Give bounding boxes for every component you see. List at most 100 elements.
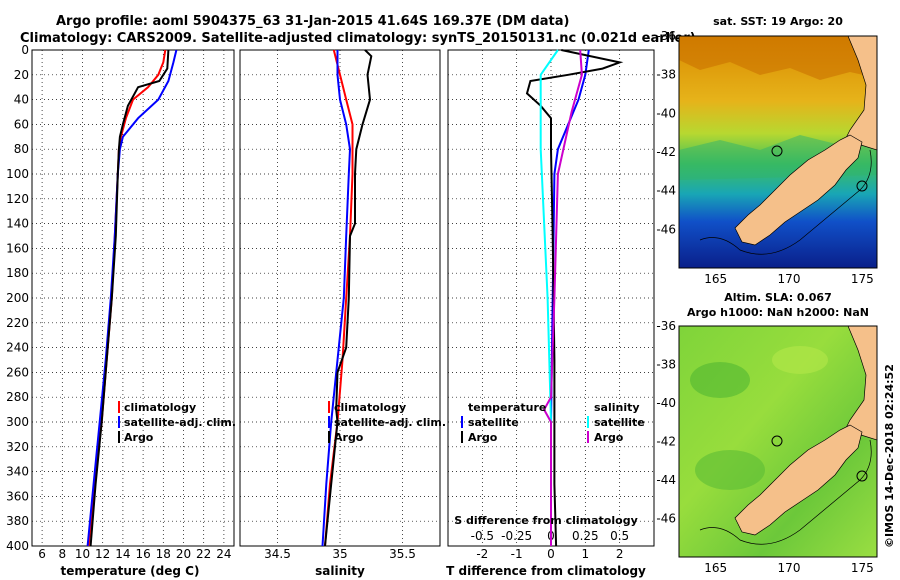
lat-tick-label: -36	[656, 319, 676, 333]
sla-high-patch	[772, 346, 828, 374]
sla-map-subtitle: Argo h1000: NaN h2000: NaN	[687, 306, 869, 319]
legend-s-argo-label: Argo	[594, 431, 624, 444]
lat-tick-label: -44	[656, 184, 676, 198]
s-tick-label: -0.25	[501, 529, 532, 543]
north-island-land	[844, 326, 877, 441]
series-argo	[324, 49, 373, 547]
s-difference-tick-labels: -0.5 -0.25 0 0.25 0.5	[471, 529, 630, 543]
lon-tick-label: 165	[704, 561, 727, 575]
depth-tick-label: 140	[6, 217, 29, 231]
lat-tick-label: -38	[656, 358, 676, 372]
s-difference-axis-label: S difference from climatology	[454, 514, 638, 527]
legend-argo-label: Argo	[124, 431, 154, 444]
bathymetry-contour	[699, 439, 872, 545]
depth-tick-label: 120	[6, 192, 29, 206]
argo-position-marker	[771, 145, 783, 157]
sla-map-panel: Altim. SLA: 0.067 Argo h1000: NaN h2000:…	[656, 291, 878, 575]
depth-tick-label: 240	[6, 341, 29, 355]
salinity-series	[321, 49, 373, 547]
salinity-legend: climatology satellite-adj. clim. Argo	[328, 401, 446, 444]
x-tick-label: 16	[135, 547, 150, 561]
lon-tick-label: 170	[778, 561, 801, 575]
sla-low-patch	[690, 362, 750, 398]
legend-s-satellite-label: satellite	[594, 416, 645, 429]
t-difference-axis-label: T difference from climatology	[446, 564, 646, 578]
legend-climatology-label: climatology	[124, 401, 196, 414]
legend-argo-label: Argo	[334, 431, 364, 444]
legend-t-satellite-label: satellite	[468, 416, 519, 429]
x-tick-label: 0	[547, 547, 555, 561]
x-tick-label: 1	[582, 547, 590, 561]
lat-tick-label: -46	[656, 222, 676, 236]
temperature-series	[86, 49, 178, 547]
depth-tick-label: 0	[21, 43, 29, 57]
reference-marker	[856, 180, 868, 192]
sla-map-title: Altim. SLA: 0.067	[724, 291, 831, 304]
lat-tick-label: -42	[656, 435, 676, 449]
x-tick-label: -1	[511, 547, 523, 561]
salinity-grid	[240, 50, 440, 546]
sla-lat-tick-labels: -36 -38 -40 -42 -44 -46	[656, 319, 676, 526]
north-island-land	[844, 36, 877, 151]
x-tick-label: 12	[95, 547, 110, 561]
figure-title-line2: Climatology: CARS2009. Satellite-adjuste…	[20, 31, 696, 46]
bathymetry-contour	[699, 149, 872, 255]
temperature-tick-labels: 6 8 10 12 14 16 18 20 22 24	[38, 547, 231, 561]
sst-map-image	[679, 36, 877, 268]
s-tick-label: 0.5	[610, 529, 629, 543]
depth-tick-label: 320	[6, 440, 29, 454]
lat-tick-label: -40	[656, 396, 676, 410]
x-tick-label: 8	[58, 547, 66, 561]
sst-warm-patch	[679, 36, 877, 80]
sst-map-title: sat. SST: 19 Argo: 20	[713, 15, 843, 28]
x-tick-label: 34.5	[264, 547, 291, 561]
lat-tick-label: -44	[656, 473, 676, 487]
difference-series	[525, 49, 624, 547]
sla-map-image	[679, 326, 877, 557]
depth-tick-label: 20	[14, 68, 29, 82]
x-tick-label: 2	[616, 547, 624, 561]
temperature-panel: 0 20 40 60 80 100 120 140 160 180 200 220 240 260 280 3…	[6, 43, 236, 578]
depth-tick-label: 340	[6, 465, 29, 479]
x-tick-label: 35	[332, 547, 347, 561]
figure-title-line1: Argo profile: aoml 5904375_63 31-Jan-201…	[56, 14, 569, 29]
s-tick-label: 0.25	[572, 529, 599, 543]
legend-climatology-label: climatology	[334, 401, 406, 414]
lat-tick-label: -42	[656, 145, 676, 159]
depth-tick-label: 60	[14, 117, 29, 131]
argo-position-marker	[771, 435, 783, 447]
s-tick-label: -0.5	[471, 529, 494, 543]
sst-map-frame	[678, 35, 878, 269]
depth-tick-label: 220	[6, 316, 29, 330]
temperature-axis-label: temperature (deg C)	[61, 564, 200, 578]
difference-legend: temperature satellite Argo salinity sate…	[461, 401, 645, 444]
x-tick-label: 6	[38, 547, 46, 561]
legend-satellite-label: satellite-adj. clim.	[124, 416, 236, 429]
depth-tick-label: 360	[6, 489, 29, 503]
depth-tick-label: 200	[6, 291, 29, 305]
x-tick-label: 22	[196, 547, 211, 561]
depth-tick-label: 180	[6, 266, 29, 280]
lon-tick-label: 165	[704, 272, 727, 286]
x-tick-label: 20	[176, 547, 191, 561]
depth-tick-label: 40	[14, 93, 29, 107]
x-tick-label: -2	[476, 547, 488, 561]
depth-tick-label: 300	[6, 415, 29, 429]
lon-tick-label: 170	[778, 272, 801, 286]
x-tick-label: 14	[115, 547, 130, 561]
sla-map-frame	[678, 325, 878, 558]
depth-tick-label: 280	[6, 390, 29, 404]
south-island-land	[734, 134, 863, 246]
sla-low-patch-2	[695, 450, 765, 490]
t-difference-tick-labels: -2 -1 0 1 2	[476, 547, 623, 561]
imos-credit: ©IMOS 14-Dec-2018 02:24:52	[883, 364, 896, 548]
x-tick-label: 18	[156, 547, 171, 561]
sla-lon-tick-labels: 165 170 175	[704, 561, 874, 575]
depth-tick-label: 260	[6, 365, 29, 379]
lat-tick-label: -36	[656, 29, 676, 43]
difference-grid	[448, 50, 654, 546]
legend-salinity-heading: salinity	[594, 401, 640, 414]
legend-t-argo-label: Argo	[468, 431, 498, 444]
sst-lon-tick-labels: 165 170 175	[704, 272, 874, 286]
